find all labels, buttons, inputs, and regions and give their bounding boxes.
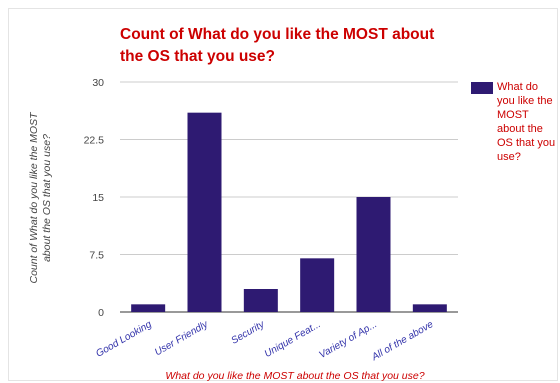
x-tick-label: Good Looking [94,319,154,360]
chart-frame [8,8,558,381]
y-tick-label: 30 [92,77,104,89]
x-axis-label: What do you like the MOST about the OS t… [165,370,425,382]
chart-title: Count of What do you like the MOST about… [120,26,435,65]
legend-swatch [471,82,493,94]
bar [300,258,335,312]
y-tick-label: 22.5 [84,135,105,147]
x-tick-label: All of the above [369,319,435,364]
x-tick-label: Unique Feat... [263,319,323,360]
bar [131,304,166,312]
y-axis-label: Count of What do you like the MOST about… [28,112,53,284]
bar [187,112,222,313]
bar [243,289,278,312]
y-tick-label: 0 [98,307,104,319]
x-tick-label: User Friendly [153,319,211,359]
legend-label: What do you like the MOST about the OS t… [497,81,556,163]
x-tick-label: Security [230,319,268,347]
y-tick-label: 7.5 [89,250,104,262]
bar [356,197,391,312]
y-tick-label: 15 [92,192,104,204]
bar [412,304,447,312]
